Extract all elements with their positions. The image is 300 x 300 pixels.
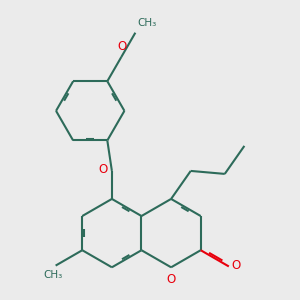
Text: CH₃: CH₃ [137, 18, 157, 28]
Text: CH₃: CH₃ [44, 270, 63, 280]
Text: O: O [232, 259, 241, 272]
Text: O: O [167, 273, 176, 286]
Text: O: O [118, 40, 127, 53]
Text: O: O [98, 163, 108, 176]
